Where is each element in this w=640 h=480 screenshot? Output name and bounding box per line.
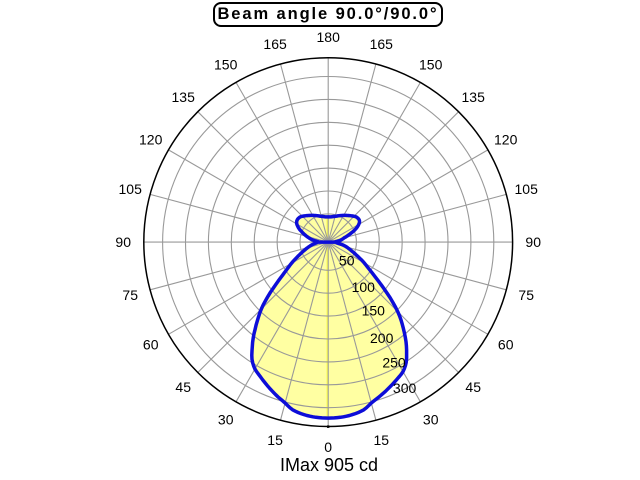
svg-text:150: 150	[419, 57, 443, 73]
svg-text:165: 165	[370, 36, 394, 52]
svg-text:90: 90	[525, 234, 541, 250]
svg-text:120: 120	[139, 132, 163, 148]
svg-text:30: 30	[423, 412, 439, 428]
svg-text:0: 0	[324, 439, 332, 455]
svg-text:15: 15	[374, 432, 390, 448]
svg-text:105: 105	[119, 181, 143, 197]
svg-text:75: 75	[518, 287, 534, 303]
svg-text:165: 165	[263, 36, 287, 52]
svg-text:75: 75	[122, 287, 138, 303]
svg-text:45: 45	[465, 379, 481, 395]
svg-text:60: 60	[143, 337, 159, 353]
svg-text:150: 150	[362, 303, 386, 319]
svg-text:105: 105	[515, 181, 539, 197]
svg-text:120: 120	[494, 132, 518, 148]
svg-text:15: 15	[267, 432, 283, 448]
svg-text:150: 150	[214, 57, 238, 73]
svg-text:300: 300	[393, 380, 417, 396]
svg-text:30: 30	[218, 412, 234, 428]
svg-text:90: 90	[115, 234, 131, 250]
svg-text:100: 100	[352, 279, 376, 295]
svg-text:45: 45	[175, 379, 191, 395]
svg-text:180: 180	[317, 29, 341, 45]
svg-text:135: 135	[462, 89, 486, 105]
svg-text:250: 250	[382, 355, 406, 371]
svg-text:200: 200	[370, 330, 394, 346]
svg-text:50: 50	[339, 253, 355, 269]
svg-text:60: 60	[498, 337, 514, 353]
svg-text:135: 135	[172, 89, 196, 105]
